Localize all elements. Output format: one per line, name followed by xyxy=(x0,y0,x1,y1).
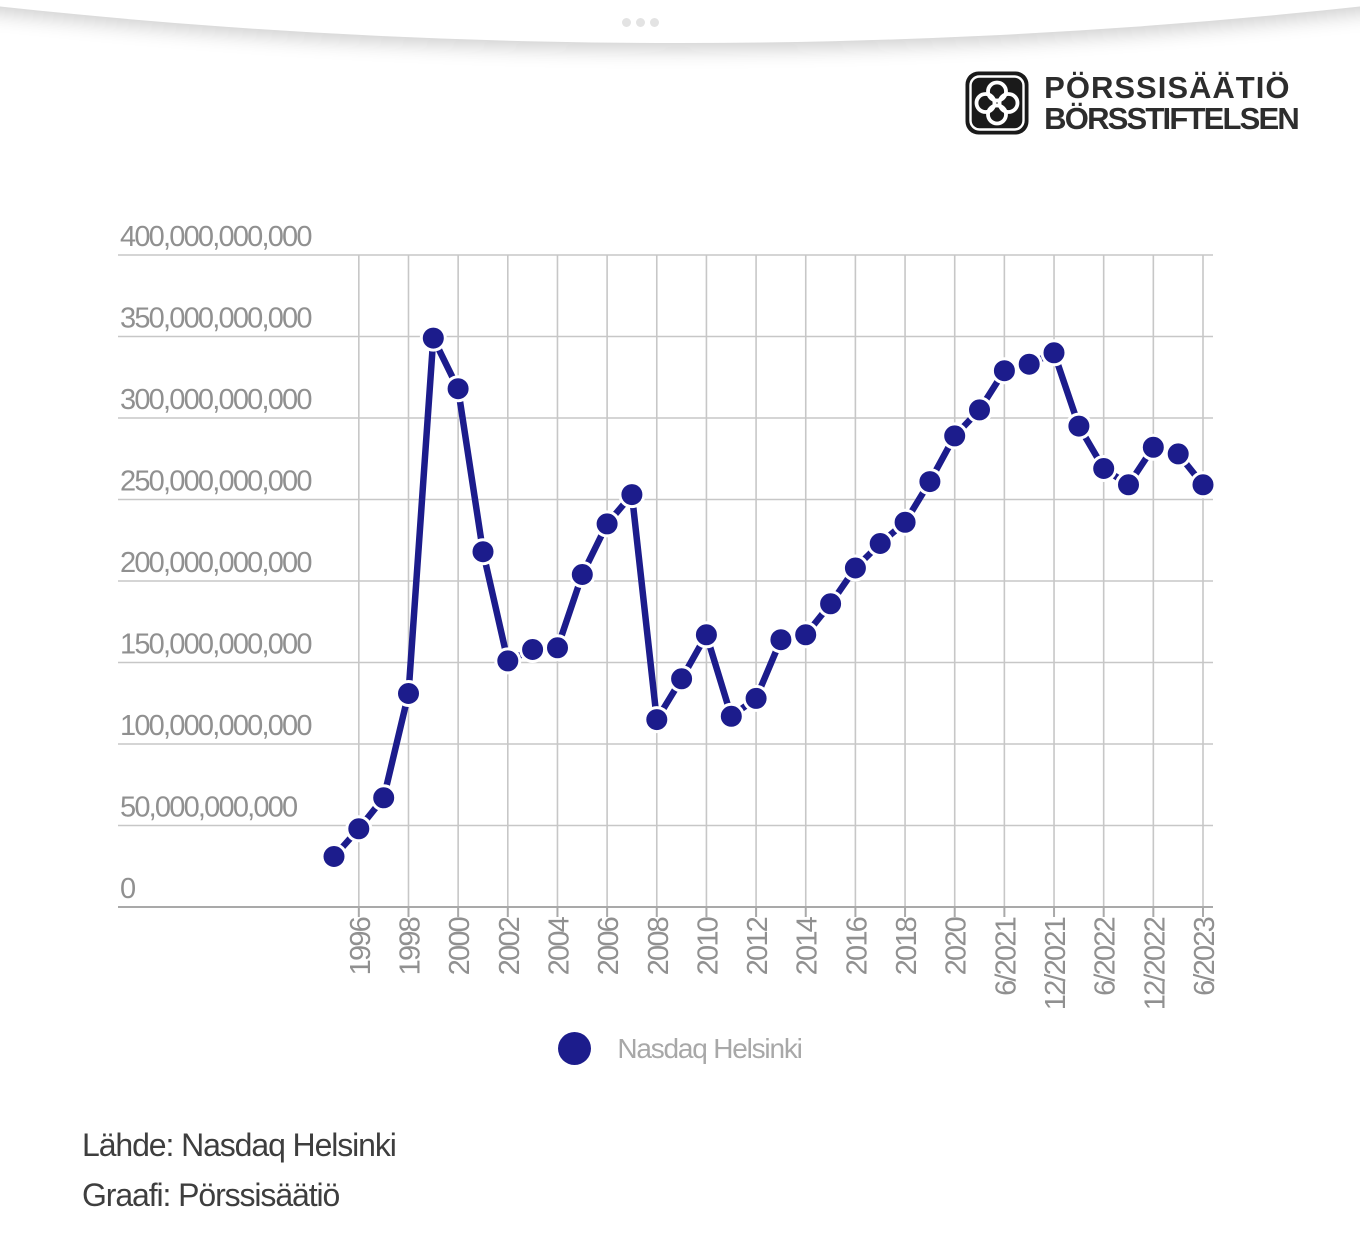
data-point xyxy=(444,375,472,403)
y-tick-label: 100,000,000,000 xyxy=(120,710,311,742)
x-tick-label: 6/2021 xyxy=(990,917,1022,996)
data-point xyxy=(494,647,522,675)
data-point xyxy=(817,590,845,618)
page-top-shadow xyxy=(0,0,1360,72)
y-tick-label: 0 xyxy=(120,873,135,905)
x-tick-label: 2020 xyxy=(941,917,973,975)
more-options-handle-icon[interactable] xyxy=(622,18,659,27)
data-point xyxy=(1115,471,1142,499)
data-point xyxy=(742,684,770,712)
x-tick-label: 2000 xyxy=(444,917,476,975)
data-point xyxy=(668,665,696,693)
clover-loops xyxy=(974,80,1020,126)
x-tick-label: 2004 xyxy=(543,916,575,975)
chart-attribution: Lähde: Nasdaq Helsinki Graafi: Pörssisää… xyxy=(82,1120,397,1220)
legend-label: Nasdaq Helsinki xyxy=(617,1032,803,1064)
sheet-curve xyxy=(0,0,1360,43)
logo-inner-border xyxy=(969,75,1025,131)
data-point xyxy=(1139,433,1167,461)
data-point xyxy=(544,634,571,662)
data-point xyxy=(370,784,398,812)
data-point xyxy=(593,510,621,538)
data-point xyxy=(767,626,795,654)
data-point xyxy=(320,843,348,870)
logo-name-finnish: PÖRSSISÄÄTIÖ xyxy=(1044,70,1291,105)
y-tick-label: 250,000,000,000 xyxy=(120,466,311,498)
credit-text: Graafi: Pörssisäätiö xyxy=(82,1177,340,1213)
data-point xyxy=(717,702,745,730)
data-point xyxy=(841,554,869,582)
data-point xyxy=(891,508,919,536)
handle-dot xyxy=(636,18,645,27)
x-tick-label: 2002 xyxy=(494,917,526,975)
x-tick-label: 2006 xyxy=(593,917,625,975)
nasdaq-helsinki-market-cap-line-chart: 0 50,000,000,000 100,000,000,000 150,000,00… xyxy=(118,221,1221,1010)
data-point xyxy=(966,396,993,424)
x-tick-label: 1998 xyxy=(394,917,426,975)
y-tick-label: 50,000,000,000 xyxy=(120,792,297,824)
data-point xyxy=(643,706,671,734)
y-tick-label: 150,000,000,000 xyxy=(120,629,311,661)
data-point xyxy=(419,324,447,352)
source-text: Lähde: Nasdaq Helsinki xyxy=(82,1127,397,1163)
x-tick-label: 1996 xyxy=(345,917,377,975)
legend-marker-nasdaq-helsinki xyxy=(558,1032,592,1065)
porssisaatio-clover-icon xyxy=(965,71,1029,135)
logo-square xyxy=(965,71,1029,135)
data-point xyxy=(618,481,646,509)
data-point xyxy=(1164,440,1192,468)
data-point xyxy=(990,357,1018,385)
x-tick-label: 2012 xyxy=(742,917,774,975)
x-tick-label: 12/2022 xyxy=(1139,917,1171,1010)
data-point xyxy=(469,538,497,566)
x-tick-label: 2016 xyxy=(841,917,873,975)
data-point xyxy=(568,561,596,588)
data-point xyxy=(1090,455,1118,482)
x-tick-label: 2014 xyxy=(792,916,824,975)
y-tick-label: 300,000,000,000 xyxy=(120,384,311,416)
logo-wordmark: PÖRSSISÄÄTIÖ BÖRSSTIFTELSEN xyxy=(1044,70,1300,136)
data-point xyxy=(1189,471,1217,499)
data-point xyxy=(1065,412,1093,440)
data-point xyxy=(941,422,969,450)
logo-name-swedish: BÖRSSTIFTELSEN xyxy=(1044,101,1300,136)
x-tick-label: 2010 xyxy=(692,917,724,975)
chart-legend: Nasdaq Helsinki xyxy=(0,1032,1360,1065)
data-point xyxy=(395,680,422,707)
data-point xyxy=(1040,339,1068,367)
x-tick-label: 6/2022 xyxy=(1090,917,1122,996)
y-tick-label: 350,000,000,000 xyxy=(120,303,311,335)
y-tick-label: 200,000,000,000 xyxy=(120,547,311,579)
data-point xyxy=(866,530,894,557)
x-tick-label: 2018 xyxy=(891,917,923,975)
y-tick-label: 400,000,000,000 xyxy=(120,221,311,253)
data-point xyxy=(692,621,720,649)
x-tick-label: 6/2023 xyxy=(1189,917,1221,996)
handle-dot xyxy=(650,18,659,27)
x-tick-label: 12/2021 xyxy=(1040,917,1072,1010)
data-point xyxy=(345,815,373,843)
data-point xyxy=(916,468,944,496)
x-tick-label: 2008 xyxy=(643,917,675,975)
data-point xyxy=(519,636,547,663)
data-point xyxy=(792,621,820,649)
porssisaatio-logo: PÖRSSISÄÄTIÖ BÖRSSTIFTELSEN xyxy=(964,70,1300,136)
data-point xyxy=(1015,350,1043,378)
handle-dot xyxy=(622,18,631,27)
